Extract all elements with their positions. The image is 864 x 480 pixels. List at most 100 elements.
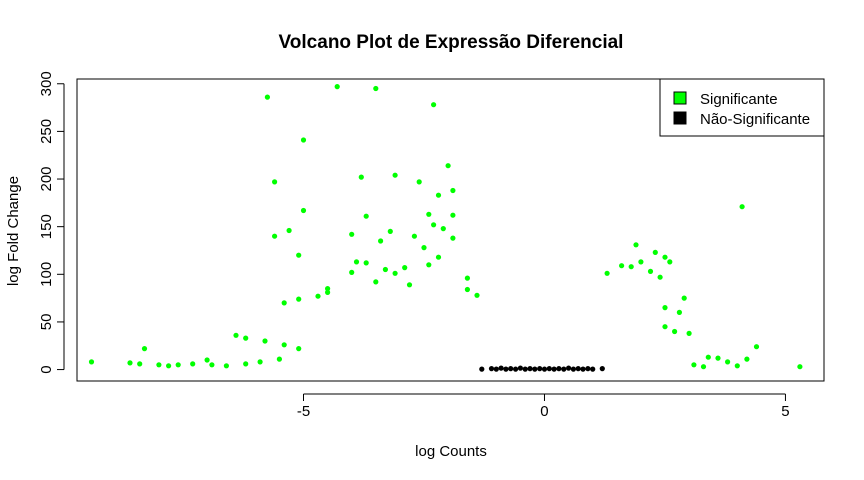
point-significante (378, 238, 384, 244)
y-tick-label: 0 (38, 365, 55, 373)
point-nao-significante (541, 366, 548, 372)
point-nao-significante (493, 366, 499, 372)
point-nao-significante (556, 366, 562, 372)
point-significante (450, 212, 456, 218)
point-significante (387, 228, 393, 234)
point-significante (88, 359, 95, 365)
point-nao-significante (546, 366, 552, 372)
x-tick-label: -5 (297, 403, 310, 420)
point-nao-significante (551, 366, 557, 372)
point-significante (662, 254, 668, 260)
y-axis: 0 50 100 150 200 250 300 (38, 71, 65, 374)
x-axis-title: log Counts (415, 443, 487, 460)
point-nao-significante (488, 366, 495, 372)
point-significante (334, 84, 340, 90)
point-significante (676, 309, 683, 315)
x-tick-label: 5 (781, 403, 789, 420)
point-significante (435, 254, 442, 260)
point-significante (223, 363, 229, 369)
point-significante (363, 260, 369, 266)
point-significante (734, 363, 740, 369)
point-significante (353, 259, 360, 265)
point-significante (628, 264, 634, 270)
point-significante (141, 346, 148, 352)
plot-frame (76, 78, 825, 382)
point-significante (633, 242, 639, 248)
point-nao-significante (532, 366, 538, 372)
point-significante (753, 344, 760, 350)
point-significante (300, 207, 307, 214)
y-tick-label: 200 (38, 166, 55, 191)
point-significante (725, 359, 731, 365)
point-significante (406, 282, 413, 288)
point-significante (657, 274, 663, 280)
point-significante (421, 245, 427, 251)
point-significante (204, 357, 210, 363)
point-significante (296, 296, 302, 302)
point-significante (281, 300, 287, 306)
point-significante (300, 137, 307, 143)
point-significante (243, 361, 249, 367)
point-significante (190, 361, 196, 367)
point-significante (325, 289, 331, 295)
points-layer (88, 84, 803, 372)
point-nao-significante (513, 366, 519, 372)
point-significante (382, 266, 388, 273)
point-significante (464, 275, 470, 281)
point-significante (276, 356, 282, 362)
point-significante (440, 226, 446, 232)
point-significante (373, 85, 379, 92)
point-significante (652, 249, 658, 255)
point-nao-significante (590, 366, 596, 372)
point-significante (739, 204, 745, 210)
point-significante (450, 187, 456, 194)
point-significante (127, 360, 133, 366)
point-nao-significante (522, 366, 528, 372)
point-significante (638, 259, 644, 265)
point-nao-significante (537, 366, 543, 372)
point-significante (286, 227, 292, 234)
point-significante (431, 102, 437, 108)
point-nao-significante (561, 366, 567, 372)
point-significante (604, 270, 610, 276)
point-nao-significante (580, 366, 586, 372)
point-significante (166, 363, 172, 369)
point-significante (262, 338, 268, 344)
point-significante (426, 262, 432, 268)
point-significante (435, 192, 442, 198)
point-nao-significante (479, 366, 485, 372)
point-significante (797, 364, 803, 370)
point-significante (681, 295, 687, 301)
point-nao-significante (585, 366, 591, 372)
legend-swatch-nao-significante (673, 111, 687, 125)
point-nao-significante (570, 366, 577, 372)
point-significante (137, 361, 143, 367)
point-significante (358, 174, 364, 180)
point-significante (257, 359, 263, 365)
point-significante (373, 279, 379, 285)
point-nao-significante (498, 365, 504, 371)
point-significante (233, 332, 239, 338)
x-tick-label: 0 (540, 403, 548, 420)
x-axis: -5 0 5 (297, 393, 790, 420)
point-significante (705, 354, 711, 360)
point-nao-significante (566, 365, 572, 371)
point-significante (431, 222, 437, 228)
point-significante (363, 213, 369, 219)
y-axis-title: log Fold Change (5, 176, 22, 286)
y-tick-label: 250 (38, 119, 55, 144)
point-nao-significante (508, 366, 514, 372)
y-tick-label: 100 (38, 262, 55, 287)
legend: Significante Não-Significante (659, 78, 825, 137)
y-tick-label: 50 (38, 314, 55, 331)
point-significante (474, 292, 480, 298)
point-significante (667, 259, 673, 265)
point-significante (426, 211, 432, 217)
point-nao-significante (517, 365, 524, 371)
point-significante (296, 252, 302, 258)
point-significante (325, 286, 331, 292)
point-significante (315, 293, 321, 299)
point-significante (272, 233, 278, 239)
y-tick-label: 300 (38, 71, 55, 96)
point-significante (445, 163, 451, 169)
